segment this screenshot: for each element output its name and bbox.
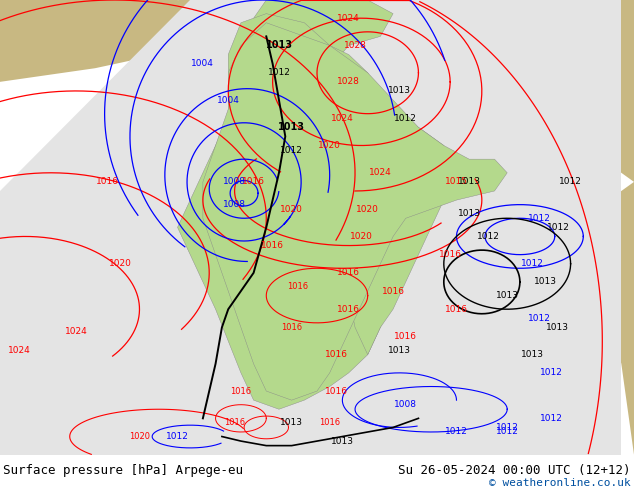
Text: 1012: 1012 — [527, 214, 550, 223]
Text: 1016: 1016 — [337, 305, 360, 314]
Text: 1024: 1024 — [369, 168, 392, 177]
Text: 1012: 1012 — [477, 232, 500, 241]
Text: 1013: 1013 — [278, 122, 305, 132]
Text: 1016: 1016 — [96, 177, 119, 186]
Text: 1012: 1012 — [394, 114, 417, 122]
Text: 1016: 1016 — [287, 282, 309, 291]
Text: 1016: 1016 — [325, 350, 347, 359]
Text: 1013: 1013 — [331, 437, 354, 445]
Text: 1012: 1012 — [445, 427, 468, 437]
Text: 1020: 1020 — [350, 232, 373, 241]
Text: 1024: 1024 — [337, 14, 360, 23]
Polygon shape — [178, 0, 285, 23]
Text: 1013: 1013 — [280, 418, 303, 427]
Text: 1016: 1016 — [394, 332, 417, 341]
Text: 1012: 1012 — [540, 368, 563, 377]
Polygon shape — [178, 14, 393, 409]
Polygon shape — [583, 182, 634, 455]
Text: 1013: 1013 — [388, 345, 411, 355]
Text: 1012: 1012 — [540, 414, 563, 423]
Text: 1016: 1016 — [281, 323, 302, 332]
Text: 1008: 1008 — [394, 400, 417, 409]
Polygon shape — [456, 0, 634, 182]
Text: 1020: 1020 — [129, 432, 150, 441]
Text: 1028: 1028 — [344, 41, 366, 50]
Text: Su 26-05-2024 00:00 UTC (12+12): Su 26-05-2024 00:00 UTC (12+12) — [398, 464, 631, 477]
Polygon shape — [254, 0, 393, 68]
Text: 1016: 1016 — [261, 241, 284, 250]
Text: 1016: 1016 — [224, 418, 245, 427]
Text: 1012: 1012 — [166, 432, 189, 441]
Text: 1024: 1024 — [8, 345, 30, 355]
Text: 1012: 1012 — [527, 314, 550, 323]
Text: 1016: 1016 — [242, 177, 265, 186]
Text: 1020: 1020 — [280, 205, 303, 214]
Polygon shape — [330, 114, 456, 355]
Text: 1012: 1012 — [496, 423, 519, 432]
Text: 1004: 1004 — [191, 59, 214, 68]
Text: 1024: 1024 — [331, 114, 354, 122]
Text: 1013: 1013 — [458, 177, 481, 186]
Text: 1020: 1020 — [318, 141, 341, 150]
Polygon shape — [0, 0, 621, 455]
Text: 1013: 1013 — [547, 323, 569, 332]
Text: 1020: 1020 — [356, 205, 379, 214]
Text: 1016: 1016 — [230, 387, 252, 395]
Text: 1016: 1016 — [439, 250, 462, 259]
Text: 1013: 1013 — [534, 277, 557, 287]
Text: 1013: 1013 — [521, 350, 544, 359]
Text: 1016: 1016 — [382, 287, 404, 295]
Text: © weatheronline.co.uk: © weatheronline.co.uk — [489, 478, 631, 488]
Text: 1013: 1013 — [496, 291, 519, 300]
Text: 1012: 1012 — [280, 146, 303, 154]
Text: 1016: 1016 — [445, 305, 468, 314]
Polygon shape — [203, 23, 507, 400]
Text: 1015: 1015 — [445, 177, 468, 186]
Text: 1012: 1012 — [559, 177, 582, 186]
Text: 1024: 1024 — [65, 327, 87, 337]
Text: 1016: 1016 — [319, 418, 340, 427]
Text: 1012: 1012 — [268, 68, 290, 77]
Text: Surface pressure [hPa] Arpege-eu: Surface pressure [hPa] Arpege-eu — [3, 464, 243, 477]
Text: 1008: 1008 — [223, 177, 246, 186]
Text: 1012: 1012 — [521, 259, 544, 268]
Text: 1016: 1016 — [325, 387, 347, 395]
Text: 1012: 1012 — [496, 427, 519, 437]
Text: 1013: 1013 — [266, 41, 292, 50]
Text: 1020: 1020 — [109, 259, 132, 268]
Text: 1028: 1028 — [337, 77, 360, 86]
Text: 1013: 1013 — [458, 209, 481, 218]
Text: 1012: 1012 — [547, 223, 569, 232]
Text: 1008: 1008 — [223, 200, 246, 209]
Text: 1013: 1013 — [388, 86, 411, 96]
Text: 1004: 1004 — [217, 96, 240, 104]
Text: 1016: 1016 — [337, 269, 360, 277]
Polygon shape — [0, 0, 222, 82]
